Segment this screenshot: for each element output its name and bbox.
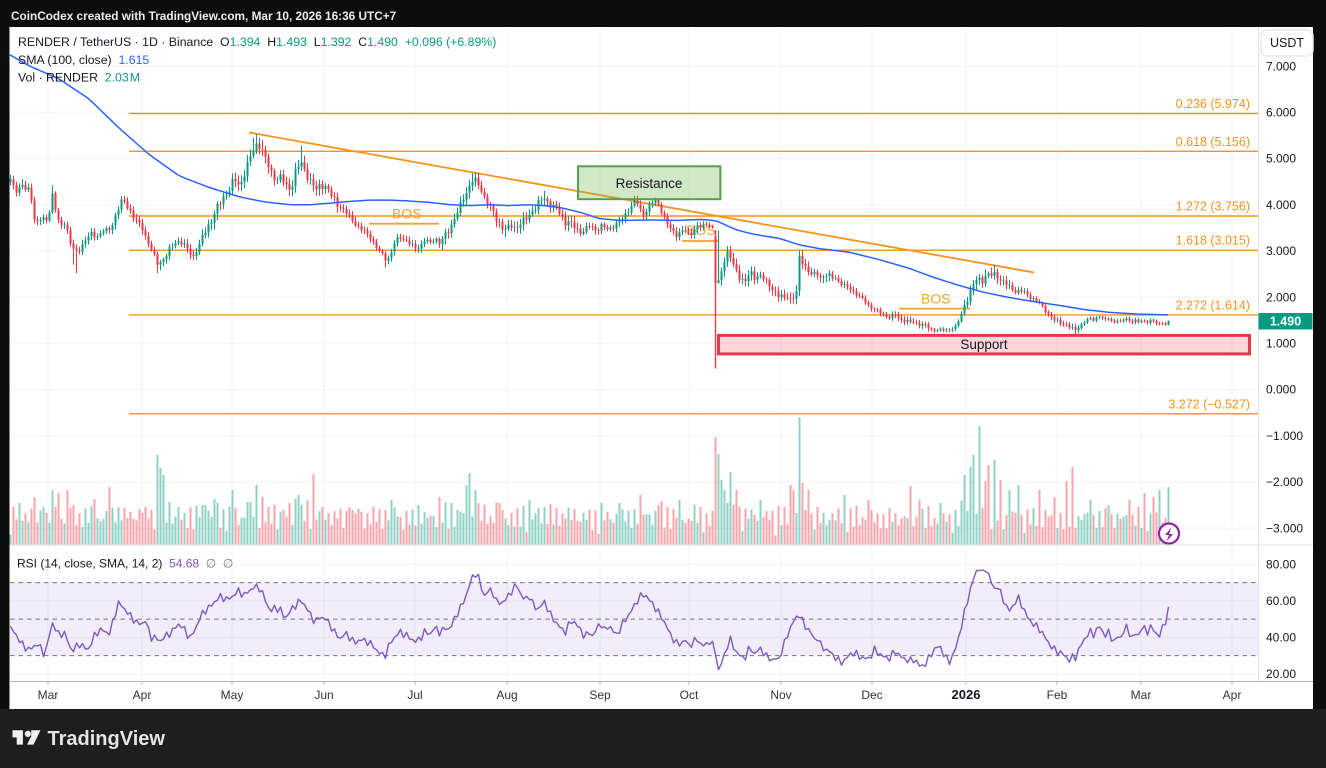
svg-text:Support: Support	[960, 337, 1008, 352]
svg-text:1.272 (3.756): 1.272 (3.756)	[1176, 200, 1250, 214]
svg-text:TradingView: TradingView	[48, 728, 166, 750]
svg-text:Nov: Nov	[770, 688, 791, 702]
svg-text:5.000: 5.000	[1266, 152, 1296, 166]
svg-text:−2.000: −2.000	[1266, 475, 1303, 489]
svg-text:1.490: 1.490	[1270, 315, 1301, 329]
svg-text:Dec: Dec	[861, 688, 882, 702]
svg-text:7.000: 7.000	[1266, 59, 1296, 73]
svg-text:Vol · RENDER 2.03 M: Vol · RENDER 2.03 M	[18, 71, 140, 85]
svg-text:0.000: 0.000	[1266, 383, 1296, 397]
svg-text:−3.000: −3.000	[1266, 521, 1303, 535]
svg-text:Apr: Apr	[1223, 688, 1242, 702]
svg-text:40.00: 40.00	[1266, 631, 1296, 645]
svg-text:3.272 (−0.527): 3.272 (−0.527)	[1168, 397, 1250, 411]
svg-text:6.000: 6.000	[1266, 106, 1296, 120]
svg-text:2026: 2026	[952, 687, 981, 702]
svg-text:3.000: 3.000	[1266, 244, 1296, 258]
svg-text:Mar: Mar	[38, 688, 59, 702]
svg-text:Feb: Feb	[1047, 688, 1068, 702]
svg-text:60.00: 60.00	[1266, 594, 1296, 608]
svg-text:Oct: Oct	[680, 688, 699, 702]
svg-text:Sep: Sep	[589, 688, 611, 702]
svg-text:SMA (100, close) 1.615: SMA (100, close) 1.615	[18, 53, 149, 67]
svg-text:20.00: 20.00	[1266, 667, 1296, 681]
svg-text:May: May	[221, 688, 244, 702]
svg-text:Apr: Apr	[133, 688, 152, 702]
svg-text:RSI (14, close, SMA, 14, 2) 5: RSI (14, close, SMA, 14, 2) 54.68 ∅ ∅	[17, 557, 233, 571]
svg-text:1.000: 1.000	[1266, 337, 1296, 351]
svg-text:RENDER / TetherUS · 1D · Binan: RENDER / TetherUS · 1D · Binance O1.394 …	[18, 35, 496, 49]
svg-text:80.00: 80.00	[1266, 558, 1296, 572]
svg-text:0.236 (5.974): 0.236 (5.974)	[1176, 97, 1250, 111]
svg-text:−1.000: −1.000	[1266, 429, 1303, 443]
svg-text:CoinCodex created with Trading: CoinCodex created with TradingView.com, …	[11, 9, 397, 23]
svg-text:Resistance: Resistance	[616, 176, 683, 191]
svg-text:2.000: 2.000	[1266, 290, 1296, 304]
svg-text:Mar: Mar	[1131, 688, 1152, 702]
svg-text:4.000: 4.000	[1266, 198, 1296, 212]
svg-text:Jul: Jul	[407, 688, 422, 702]
svg-text:USDT: USDT	[1270, 36, 1304, 50]
svg-text:2.272 (1.614): 2.272 (1.614)	[1176, 298, 1250, 312]
svg-text:BOS: BOS	[921, 290, 951, 306]
svg-text:Aug: Aug	[496, 688, 517, 702]
svg-text:1.618 (3.015): 1.618 (3.015)	[1176, 234, 1250, 248]
svg-text:BOS: BOS	[392, 206, 422, 222]
svg-text:Jun: Jun	[314, 688, 333, 702]
svg-text:0.618 (5.156): 0.618 (5.156)	[1176, 135, 1250, 149]
